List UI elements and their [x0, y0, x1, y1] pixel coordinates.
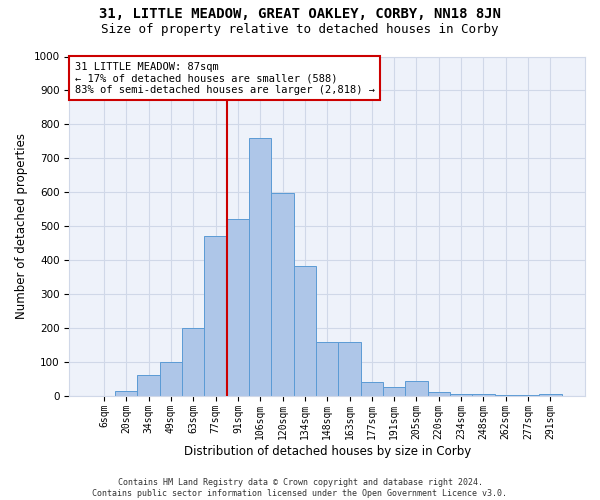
- Y-axis label: Number of detached properties: Number of detached properties: [15, 134, 28, 320]
- Bar: [137, 375, 160, 396]
- Bar: [271, 193, 294, 396]
- Bar: [115, 392, 137, 396]
- Bar: [316, 342, 338, 396]
- Bar: [205, 236, 227, 396]
- Bar: [539, 394, 562, 396]
- Bar: [406, 382, 428, 396]
- Bar: [450, 394, 472, 396]
- Bar: [361, 382, 383, 396]
- Bar: [428, 392, 450, 396]
- X-axis label: Distribution of detached houses by size in Corby: Distribution of detached houses by size …: [184, 444, 471, 458]
- Bar: [338, 342, 361, 396]
- Bar: [383, 386, 406, 396]
- Bar: [227, 220, 249, 396]
- Bar: [472, 394, 494, 396]
- Bar: [182, 328, 205, 396]
- Text: Size of property relative to detached houses in Corby: Size of property relative to detached ho…: [101, 22, 499, 36]
- Bar: [249, 138, 271, 396]
- Bar: [294, 266, 316, 396]
- Text: 31, LITTLE MEADOW, GREAT OAKLEY, CORBY, NN18 8JN: 31, LITTLE MEADOW, GREAT OAKLEY, CORBY, …: [99, 8, 501, 22]
- Text: Contains HM Land Registry data © Crown copyright and database right 2024.
Contai: Contains HM Land Registry data © Crown c…: [92, 478, 508, 498]
- Bar: [160, 362, 182, 396]
- Text: 31 LITTLE MEADOW: 87sqm
← 17% of detached houses are smaller (588)
83% of semi-d: 31 LITTLE MEADOW: 87sqm ← 17% of detache…: [74, 62, 374, 95]
